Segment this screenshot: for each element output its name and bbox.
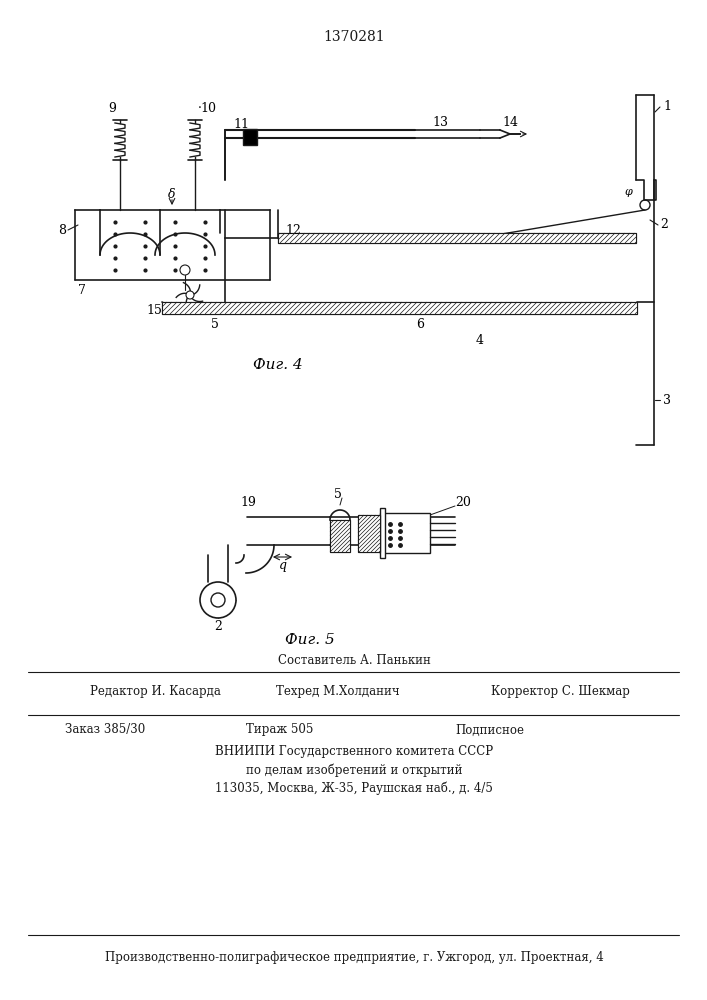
- Text: Составитель А. Панькин: Составитель А. Панькин: [278, 654, 431, 666]
- Text: Производственно-полиграфическое предприятие, г. Ужгород, ул. Проектная, 4: Производственно-полиграфическое предприя…: [105, 952, 603, 964]
- Text: 3: 3: [663, 393, 671, 406]
- Circle shape: [200, 582, 236, 618]
- Text: 9: 9: [108, 102, 116, 114]
- Text: 10: 10: [200, 102, 216, 114]
- Text: 5: 5: [211, 318, 219, 332]
- Text: 14: 14: [502, 115, 518, 128]
- Bar: [358, 515, 380, 552]
- Text: 1370281: 1370281: [323, 30, 385, 44]
- Text: 5: 5: [334, 488, 342, 502]
- Text: δ: δ: [168, 188, 176, 202]
- Bar: [330, 520, 350, 552]
- Bar: [278, 233, 636, 243]
- Bar: [243, 129, 257, 145]
- Text: q: q: [279, 558, 287, 572]
- Text: Корректор С. Шекмар: Корректор С. Шекмар: [491, 686, 629, 698]
- Bar: [278, 233, 636, 243]
- Text: Тираж 505: Тираж 505: [246, 724, 314, 736]
- Bar: [162, 302, 637, 314]
- Text: 4: 4: [476, 334, 484, 347]
- Bar: [330, 520, 350, 552]
- Text: Фиг. 5: Фиг. 5: [285, 633, 335, 647]
- Text: 7: 7: [78, 284, 86, 296]
- Text: Техред М.Холданич: Техред М.Холданич: [276, 686, 400, 698]
- Text: 13: 13: [432, 115, 448, 128]
- Text: Фиг. 4: Фиг. 4: [253, 358, 303, 372]
- Text: 11: 11: [233, 118, 249, 131]
- Text: φ: φ: [624, 187, 632, 197]
- Text: Редактор И. Касарда: Редактор И. Касарда: [90, 686, 221, 698]
- Circle shape: [186, 291, 194, 299]
- Text: 2: 2: [214, 620, 222, 634]
- Text: 113035, Москва, Ж-35, Раушская наб., д. 4/5: 113035, Москва, Ж-35, Раушская наб., д. …: [215, 781, 493, 795]
- Text: 8: 8: [58, 224, 66, 236]
- Text: 20: 20: [455, 496, 471, 510]
- Text: Подписное: Подписное: [455, 724, 525, 736]
- Text: ·: ·: [198, 102, 202, 114]
- Text: ВНИИПИ Государственного комитета СССР: ВНИИПИ Государственного комитета СССР: [215, 746, 493, 758]
- Bar: [358, 515, 380, 552]
- Text: 19: 19: [240, 495, 256, 508]
- Text: 2: 2: [660, 219, 668, 232]
- Bar: [380, 513, 430, 553]
- Bar: [380, 508, 385, 558]
- Text: 1: 1: [663, 101, 671, 113]
- Text: 12: 12: [285, 224, 301, 236]
- Text: по делам изобретений и открытий: по делам изобретений и открытий: [246, 763, 462, 777]
- Text: 6: 6: [416, 318, 424, 332]
- Text: 15: 15: [146, 304, 162, 316]
- Bar: [162, 302, 637, 314]
- Circle shape: [211, 593, 225, 607]
- Text: Заказ 385/30: Заказ 385/30: [65, 724, 145, 736]
